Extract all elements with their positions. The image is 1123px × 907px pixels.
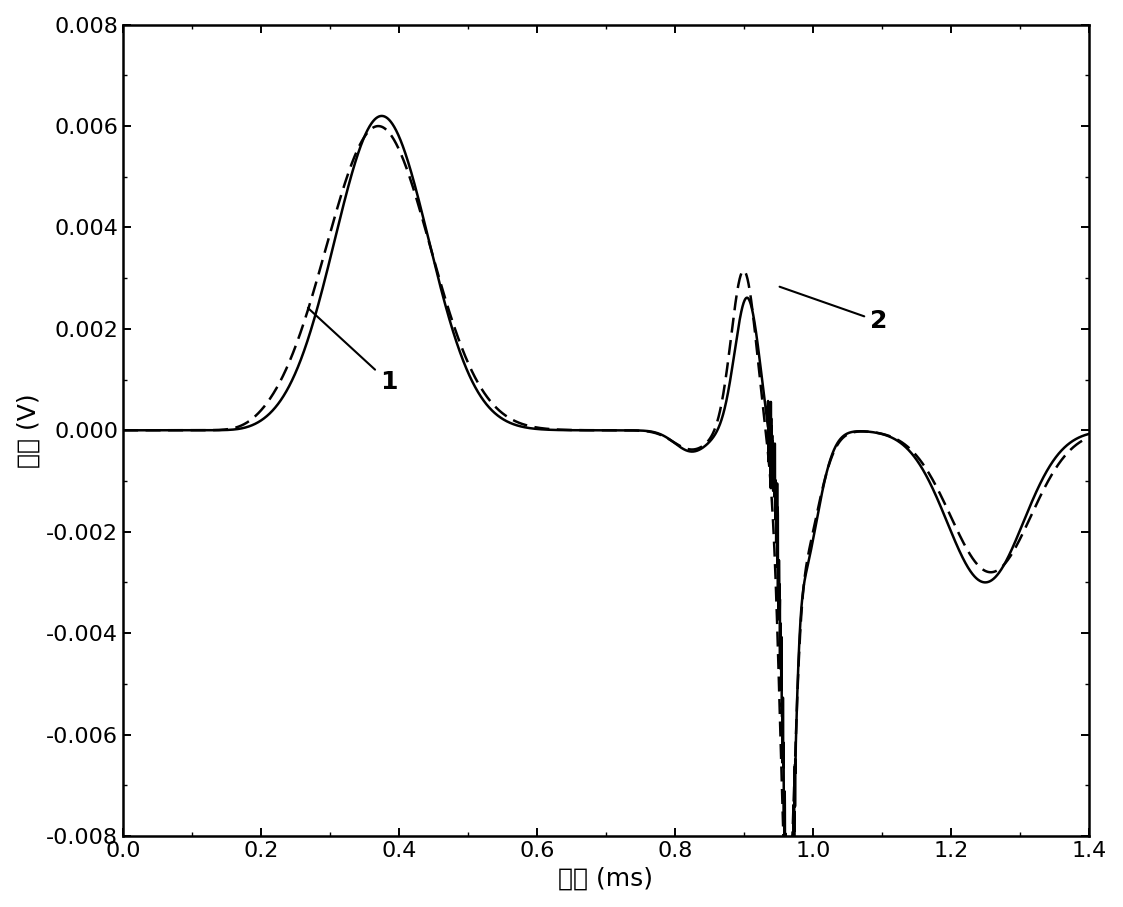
Text: 1: 1 bbox=[308, 308, 398, 395]
Y-axis label: 电压 (V): 电压 (V) bbox=[17, 393, 40, 468]
Text: 2: 2 bbox=[779, 287, 887, 333]
X-axis label: 时间 (ms): 时间 (ms) bbox=[558, 866, 654, 891]
